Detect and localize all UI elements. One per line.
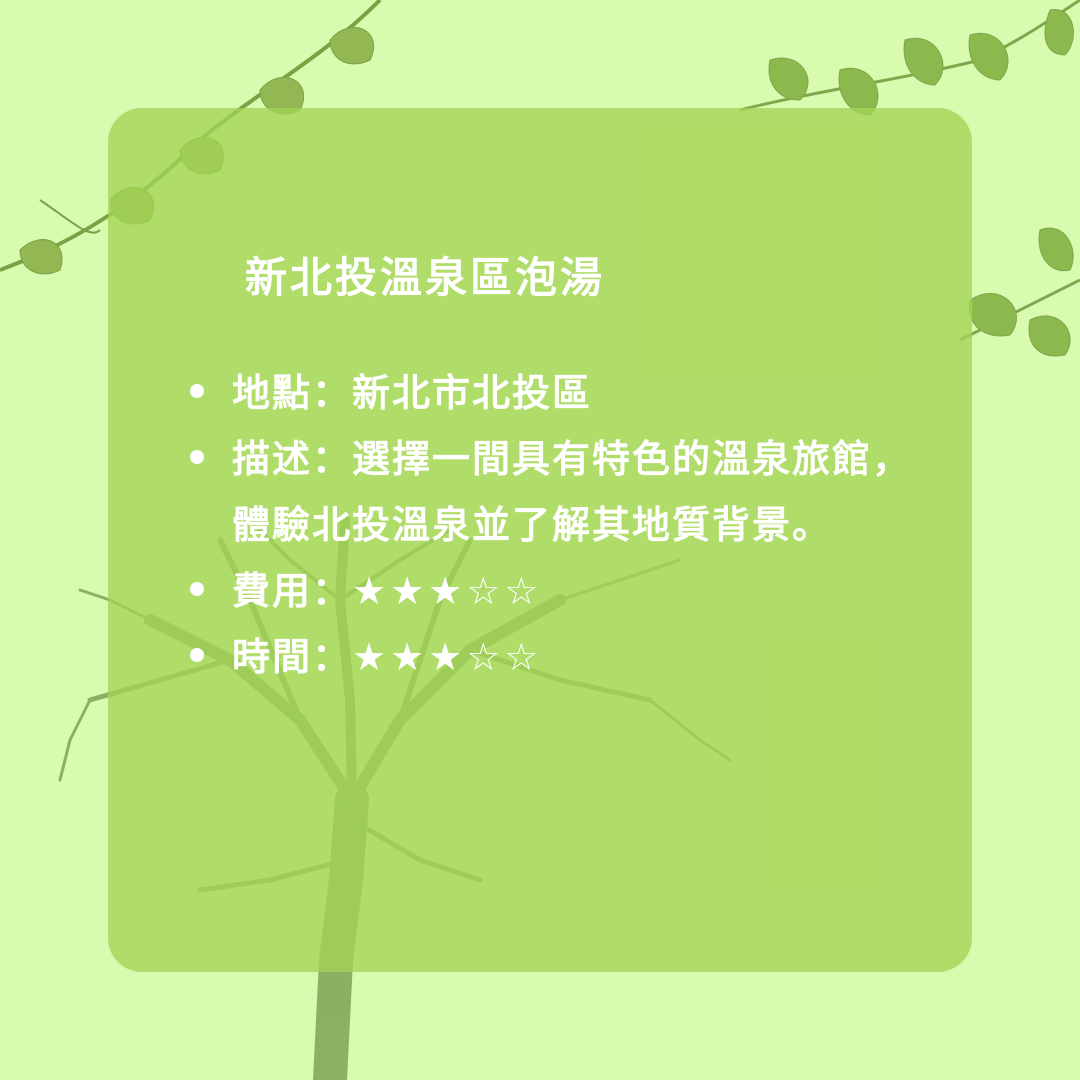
bullet-icon [190,648,204,662]
bullet-icon [190,582,204,596]
description-value: 選擇一間具有特色的溫泉旅館，體驗北投溫泉並了解其地質背景。 [232,437,913,547]
vine-right [959,227,1080,357]
cost-label: 費用： [232,569,353,613]
location-value: 新北市北投區 [352,371,593,415]
page-title: 新北投溫泉區泡湯 [245,253,606,302]
content-panel [108,108,972,972]
content-area: 新北投溫泉區泡湯 地點：新北市北投區 描述：選擇一間具有特色的溫泉旅館，體驗北投… [108,108,972,972]
description-label: 描述： [232,437,353,481]
location-label: 地點： [232,371,353,415]
bullet-icon [190,450,204,464]
vine-top-right [739,0,1080,116]
cost-star-rating: ★★★☆☆ [352,569,543,613]
list-item-time: 時間：★★★☆☆ [186,624,946,690]
bullet-icon [190,384,204,398]
time-star-rating: ★★★☆☆ [352,635,543,679]
list-item-cost: 費用：★★★☆☆ [186,558,946,624]
list-item-description: 描述：選擇一間具有特色的溫泉旅館，體驗北投溫泉並了解其地質背景。 [186,426,946,558]
time-label: 時間： [232,635,353,679]
list-item-location: 地點：新北市北投區 [186,360,946,426]
detail-list: 地點：新北市北投區 描述：選擇一間具有特色的溫泉旅館，體驗北投溫泉並了解其地質背… [186,360,946,690]
